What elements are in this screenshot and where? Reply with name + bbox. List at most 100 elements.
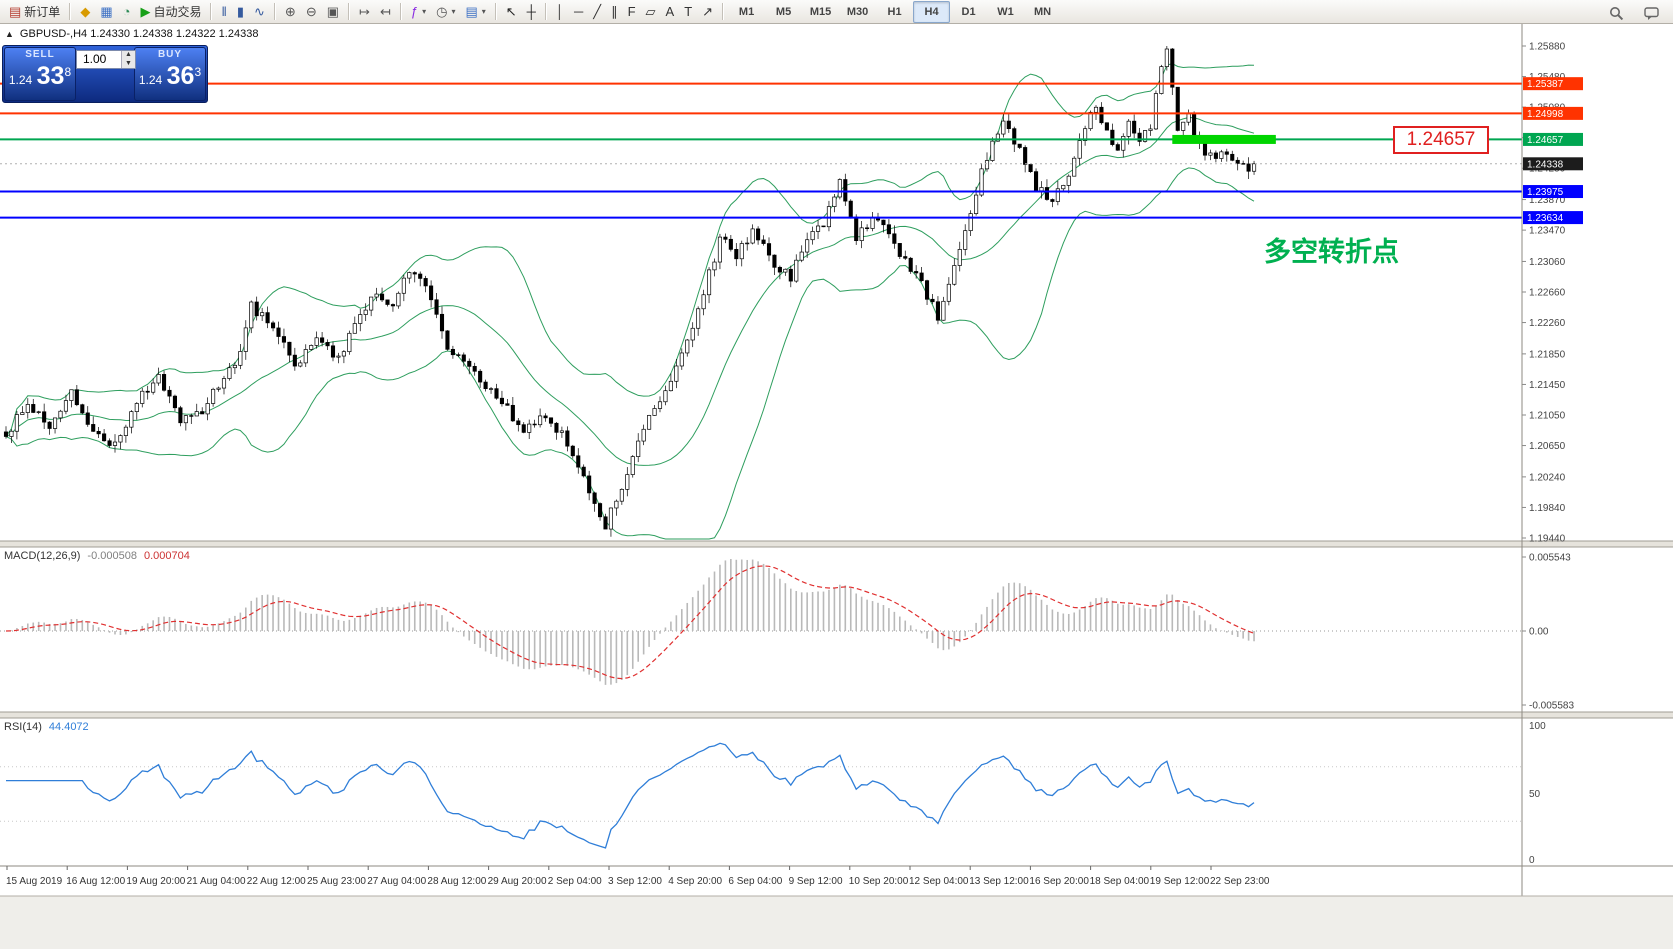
crosshair-icon[interactable]: ┼ xyxy=(522,1,541,23)
timeframe-m1-button[interactable]: M1 xyxy=(738,5,755,18)
svg-text:1.20650: 1.20650 xyxy=(1529,441,1566,452)
line-chart-icon[interactable]: ∿ xyxy=(249,1,270,23)
market-watch-icon-glyph: ▦ xyxy=(100,4,113,19)
volume-input[interactable]: 1.00 ▲ ▼ xyxy=(76,50,136,69)
channel-icon-glyph: ∥ xyxy=(611,4,618,19)
chat-icon[interactable] xyxy=(1639,2,1665,24)
market-watch-icon[interactable]: ▦ xyxy=(95,1,117,23)
text-icon[interactable]: A xyxy=(661,1,680,23)
fibonacci-icon[interactable]: F xyxy=(623,1,641,23)
svg-text:28 Aug 12:00: 28 Aug 12:00 xyxy=(427,876,486,887)
label-icon[interactable]: T xyxy=(679,1,697,23)
svg-text:16 Aug 12:00: 16 Aug 12:00 xyxy=(66,876,125,887)
buy-label: BUY xyxy=(157,49,183,60)
svg-text:1.23870: 1.23870 xyxy=(1529,195,1566,206)
navigator-icon[interactable]: ◔ xyxy=(118,1,136,23)
bar-chart-icon[interactable]: ‖ xyxy=(216,1,231,23)
periods-button-glyph: ◷ xyxy=(436,4,448,19)
indicators-button[interactable]: ƒ ▾ xyxy=(406,1,431,23)
zoom-in-icon-glyph: ⊕ xyxy=(284,4,296,19)
svg-text:16 Sep 20:00: 16 Sep 20:00 xyxy=(1029,876,1089,887)
buy-price: 1.24 363 xyxy=(138,62,202,90)
arrows-icon[interactable]: ↗ xyxy=(697,1,718,23)
autotrading-button-label: 自动交易 xyxy=(153,5,202,19)
svg-text:19 Sep 12:00: 19 Sep 12:00 xyxy=(1150,876,1210,887)
zoom-in-icon[interactable]: ⊕ xyxy=(280,1,301,23)
cursor-icon[interactable]: ↖ xyxy=(501,1,522,23)
new-order-button-label: 新订单 xyxy=(24,5,61,19)
trendline-icon-glyph: ╱ xyxy=(593,4,602,19)
svg-text:1.20240: 1.20240 xyxy=(1529,472,1566,483)
trendline-icon[interactable]: ╱ xyxy=(588,1,606,23)
new-order-button[interactable]: ▤ 新订单 xyxy=(4,1,65,23)
indicators-button-glyph: ƒ xyxy=(410,4,419,19)
candlestick-chart-icon[interactable]: ▮ xyxy=(232,1,249,23)
one-click-collapse-icon[interactable]: ▲ xyxy=(5,29,14,39)
candlestick-chart-icon-glyph: ▮ xyxy=(236,4,245,19)
svg-text:19 Aug 20:00: 19 Aug 20:00 xyxy=(126,876,185,887)
timeframe-w1-button[interactable]: W1 xyxy=(997,5,1014,18)
autotrading-button-glyph: ▶ xyxy=(140,4,151,19)
svg-text:29 Aug 20:00: 29 Aug 20:00 xyxy=(488,876,547,887)
bar-chart-icon-glyph: ‖ xyxy=(221,4,227,19)
label-icon-glyph: T xyxy=(684,4,693,19)
zoom-out-icon[interactable]: ⊖ xyxy=(301,1,322,23)
profiles-icon-glyph: ◆ xyxy=(80,4,91,19)
tile-windows-icon-glyph: ▣ xyxy=(326,4,340,19)
indicators-button-caret-icon: ▾ xyxy=(422,7,427,16)
channel-icon[interactable]: ∥ xyxy=(606,1,623,23)
timeframe-m5-button[interactable]: M5 xyxy=(775,5,792,18)
svg-text:0.00: 0.00 xyxy=(1529,627,1549,638)
search-icon[interactable] xyxy=(1604,2,1629,24)
toolbar: ▤ 新订单 ◆ ▦ ◔ ▶ 自动交易 ‖ ▮ ∿ ⊕ ⊖ ▣ ↦ ↤ ƒ ▾ ◷ ▾ ▤ ▾ ↖ ┼ │ ─ ╱ ∥ F ▱ A T ↗ M1 M… xyxy=(0,0,1673,24)
templates-button[interactable]: ▤ ▾ xyxy=(460,1,490,23)
auto-scroll-icon[interactable]: ↦ xyxy=(354,1,375,23)
timeframe-h1-button[interactable]: H1 xyxy=(887,5,902,18)
svg-text:4 Sep 20:00: 4 Sep 20:00 xyxy=(668,876,722,887)
tile-windows-icon[interactable]: ▣ xyxy=(322,1,344,23)
toolbar-separator xyxy=(544,3,547,20)
new-order-button-glyph: ▤ xyxy=(9,4,22,19)
vertical-line-icon-glyph: │ xyxy=(555,4,565,19)
svg-text:1.25387: 1.25387 xyxy=(1527,79,1564,90)
svg-text:12 Sep 04:00: 12 Sep 04:00 xyxy=(909,876,969,887)
volume-decrease-button[interactable]: ▼ xyxy=(122,59,135,68)
autotrading-button[interactable]: ▶ 自动交易 xyxy=(135,1,206,23)
timeframe-m15-button[interactable]: M15 xyxy=(809,5,832,18)
volume-increase-button[interactable]: ▲ xyxy=(122,51,135,60)
timeframe-d1-button[interactable]: D1 xyxy=(961,5,976,18)
toolbar-separator xyxy=(494,3,497,20)
svg-text:21 Aug 04:00: 21 Aug 04:00 xyxy=(187,876,246,887)
chart-shift-icon[interactable]: ↤ xyxy=(375,1,396,23)
svg-text:1.24657: 1.24657 xyxy=(1527,135,1564,146)
toolbar-separator xyxy=(273,3,276,20)
timeframe-h4-button[interactable]: H4 xyxy=(913,0,951,23)
svg-text:15 Aug 2019: 15 Aug 2019 xyxy=(6,876,63,887)
crosshair-icon-glyph: ┼ xyxy=(526,4,536,19)
price-level-callout: 1.24657 xyxy=(1393,126,1489,154)
toolbar-separator xyxy=(722,3,725,20)
svg-text:1.19840: 1.19840 xyxy=(1529,503,1566,514)
toolbar-separator xyxy=(210,3,213,20)
sell-button[interactable]: SELL 1.24 338 xyxy=(4,47,76,101)
shapes-icon[interactable]: ▱ xyxy=(641,1,661,23)
buy-button[interactable]: BUY 1.24 363 xyxy=(134,47,206,101)
svg-text:18 Sep 04:00: 18 Sep 04:00 xyxy=(1090,876,1150,887)
toolbar-separator xyxy=(69,3,72,20)
svg-text:1.23634: 1.23634 xyxy=(1527,213,1564,224)
svg-text:1.23060: 1.23060 xyxy=(1529,257,1566,268)
timeframe-m30-button[interactable]: M30 xyxy=(846,5,869,18)
svg-text:22 Aug 12:00: 22 Aug 12:00 xyxy=(247,876,306,887)
timeframe-mn-button[interactable]: MN xyxy=(1033,5,1052,18)
sell-price: 1.24 338 xyxy=(8,62,72,90)
volume-value: 1.00 xyxy=(83,52,107,66)
svg-text:0.005543: 0.005543 xyxy=(1529,553,1571,564)
profiles-icon[interactable]: ◆ xyxy=(75,1,95,23)
chart-annotation-text: 多空转折点 xyxy=(1264,237,1399,267)
volume-stepper: ▲ ▼ xyxy=(121,51,135,68)
horizontal-line-icon[interactable]: ─ xyxy=(569,1,588,23)
periods-button[interactable]: ◷ ▾ xyxy=(431,1,460,23)
zoom-out-icon-glyph: ⊖ xyxy=(305,4,317,19)
vertical-line-icon[interactable]: │ xyxy=(551,1,569,23)
